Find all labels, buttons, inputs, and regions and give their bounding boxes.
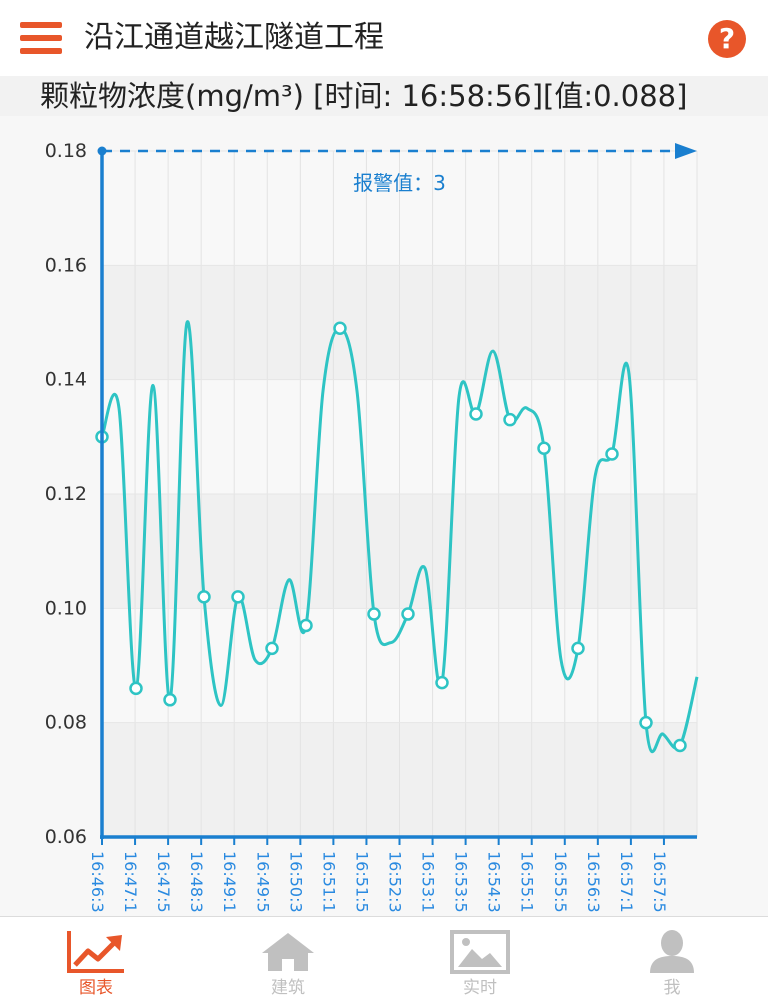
y-tick-label: 0.16 [45,254,87,276]
x-tick-label: 16:47:5 [154,851,173,913]
x-tick-label: 16:46:3 [88,851,107,913]
tab-label: 实时 [463,978,497,998]
tab-building[interactable]: 建筑 [192,917,384,1005]
x-tick-label: 16:49:1 [220,851,239,913]
data-point [401,607,415,621]
bottom-tab-bar: 图表 建筑 实时 我 [0,916,768,1005]
data-point [197,590,211,604]
tab-me[interactable]: 我 [576,917,768,1005]
hamburger-menu-icon[interactable] [20,22,62,54]
x-tick-label: 16:55:5 [551,851,570,913]
data-point [503,412,517,427]
chart-title: 颗粒物浓度(mg/m³) [时间: 16:58:56][值:0.088] [40,79,688,113]
data-point [639,715,653,730]
data-point [571,641,585,656]
data-point [265,641,279,656]
x-tick-label: 16:51:5 [352,851,371,913]
x-tick-label: 16:48:3 [187,851,206,913]
data-point [537,441,551,456]
chart-header: 颗粒物浓度(mg/m³) [时间: 16:58:56][值:0.088] [0,76,768,116]
app-header: 沿江通道越江隧道工程 ? [0,0,768,77]
tab-chart[interactable]: 图表 [0,917,192,1005]
data-point [163,693,177,707]
data-point [231,590,245,604]
x-tick-label: 16:57:5 [650,851,669,913]
user-icon [650,930,694,973]
image-icon [450,930,510,974]
data-point [673,738,687,753]
x-tick-label: 16:56:3 [584,851,603,913]
data-point [605,447,619,461]
y-tick-label: 0.18 [45,140,87,162]
x-tick-label: 16:49:5 [253,851,272,913]
data-point [469,407,483,421]
data-point [129,681,143,696]
x-tick-label: 16:55:1 [518,851,537,913]
tab-label: 我 [663,978,681,998]
tab-label: 建筑 [271,978,305,998]
x-tick-label: 16:50:3 [286,851,305,913]
data-point [333,321,347,335]
house-icon [262,933,314,971]
chart-area[interactable]: 0.18 0.16 0.14 0.12 0.10 0.08 0.06 报警值：3 16:46:3… [0,116,768,916]
data-point [299,618,313,633]
y-tick-label: 0.10 [45,597,87,619]
x-tick-label: 16:51:1 [319,851,338,913]
line-chart[interactable]: 0.18 0.16 0.14 0.12 0.10 0.08 0.06 报警值：3 16:46:3… [0,116,768,916]
question-mark-icon[interactable]: ? [708,20,746,58]
x-tick-label: 16:53:5 [452,851,471,913]
data-point [435,675,449,690]
y-tick-label: 0.12 [45,483,87,505]
x-tick-label: 16:57:1 [617,851,636,913]
y-tick-label: 0.08 [45,712,87,734]
data-point [367,607,381,621]
alarm-label: 报警值：3 [353,171,446,195]
tab-realtime[interactable]: 实时 [384,917,576,1005]
alarm-arrow-icon [675,143,697,159]
page-title: 沿江通道越江隧道工程 [84,20,384,55]
x-tick-label: 16:53:1 [419,851,438,913]
trend-chart-icon [67,931,124,973]
y-tick-label: 0.14 [45,369,87,391]
x-tick-label: 16:54:3 [485,851,504,913]
y-tick-label: 0.06 [45,826,87,848]
tab-label: 图表 [79,978,113,998]
x-tick-label: 16:47:1 [121,851,140,913]
x-tick-label: 16:52:3 [386,851,405,913]
